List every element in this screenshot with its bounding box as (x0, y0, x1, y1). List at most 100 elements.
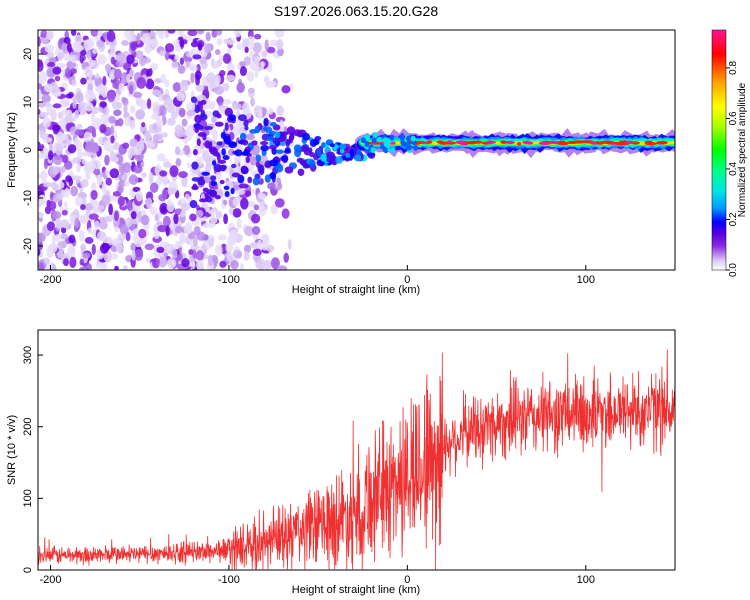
spectrogram-transition-blob (223, 185, 230, 190)
spectrogram-noise-blob (123, 265, 128, 270)
spectrogram-noise-blob (116, 242, 124, 254)
spectrogram-tone-peak (500, 140, 506, 144)
colorbar-tick-label: 0.0 (728, 263, 739, 277)
spectrogram-noise-blob (169, 165, 179, 178)
snr-x-tick-label: -100 (218, 574, 240, 586)
spectrogram-noise-blob (152, 133, 160, 145)
spectrogram-transition-blob (316, 148, 322, 157)
spectrogram-noise-blob (83, 66, 93, 77)
spectrogram-transition-blob (240, 165, 248, 173)
spectrogram-noise-blob (76, 161, 81, 173)
spectrogram-noise-blob (178, 107, 186, 118)
spectrogram-transition-blob (252, 177, 260, 186)
spectrogram-noise-blob (59, 233, 69, 240)
spectrogram-noise-blob (148, 68, 153, 77)
spectrogram-tone-peak (516, 142, 522, 146)
spectrogram-noise-blob (178, 171, 188, 179)
spectrogram-transition-blob (302, 164, 310, 169)
spectrogram-noise-blob (150, 114, 160, 120)
spectrogram-noise-blob (95, 85, 104, 93)
spectrogram-transition-blob (269, 159, 279, 167)
spectrogram-noise-blob (243, 244, 252, 253)
spectrogram-noise-blob (236, 43, 245, 50)
spectrogram-noise-blob (107, 91, 116, 103)
spectrogram-noise-blob (269, 39, 279, 47)
spectrogram-transition-blob (216, 113, 222, 119)
snr-y-label: SNR (10 * v/v) (6, 415, 18, 485)
spectrogram-transition-blob (228, 114, 237, 121)
snr-y-tick-label: 0 (22, 567, 34, 573)
spectrogram-transition-blob (265, 126, 273, 134)
spectrogram-noise-blob (44, 101, 51, 108)
spectrogram-transition-blob (321, 141, 326, 149)
spectrogram-noise-blob (46, 221, 55, 232)
spectrogram-noise-blob (44, 44, 54, 53)
spectrogram-tone-edge-blob (370, 147, 376, 154)
spectrogram-noise-blob (217, 234, 227, 241)
spectrogram-transition-blob (196, 138, 201, 147)
spectrogram-noise-blob (133, 165, 143, 174)
spectrogram-noise-blob (83, 39, 93, 51)
spectrogram-noise-blob (264, 77, 269, 84)
spectrogram-noise-blob (230, 260, 239, 270)
spectrogram-noise-blob (162, 215, 171, 228)
spectrogram-noise-blob (82, 252, 91, 259)
spectrogram-noise-blob (249, 40, 255, 50)
spectrogram-transition-blob (210, 180, 218, 186)
spectrogram-transition-blob (216, 141, 223, 146)
spectrogram-transition-blob (283, 149, 292, 154)
spectrogram-noise-blob (63, 160, 73, 170)
spectrogram-noise-blob (250, 213, 261, 224)
spectrogram-noise-blob (159, 50, 166, 57)
spectrogram-noise-blob (264, 39, 269, 52)
spectrogram-noise-blob (52, 124, 61, 132)
spectrogram-noise-blob (67, 144, 77, 154)
spectrogram-noise-blob (228, 206, 234, 215)
spectrogram-transition-blob (264, 174, 271, 183)
spectrogram-noise-blob (61, 209, 68, 216)
spectrogram-noise-blob (91, 207, 98, 214)
spectrogram-noise-blob (108, 72, 114, 79)
spectrogram-noise-blob (123, 103, 128, 114)
spectrogram-noise-blob (56, 193, 64, 200)
spectrogram-noise-blob (103, 139, 111, 152)
spectrogram-noise-blob (188, 248, 194, 256)
spectrogram-noise-blob (215, 210, 223, 219)
spectrogram-transition-blob (196, 125, 204, 130)
spectrogram-noise-blob (249, 61, 259, 71)
spectrogram-transition-blob (335, 156, 343, 164)
spectrogram-transition-blob (308, 147, 313, 153)
spectrogram-noise-blob (96, 40, 105, 48)
spectrogram-noise-blob (104, 154, 110, 166)
spectrogram-noise-blob (84, 141, 95, 153)
spectrogram-transition-blob (189, 200, 198, 209)
spectrogram-noise-blob (108, 116, 116, 124)
spectrogram-noise-blob (72, 157, 82, 164)
colorbar-gradient (711, 29, 727, 271)
spectrogram-noise-blob (94, 220, 100, 230)
spectrogram-transition-blob (204, 140, 211, 149)
colorbar-tick-label: 0.4 (728, 162, 739, 176)
spectrogram-noise-blob (84, 101, 94, 112)
spectrogram-transition-blob (354, 154, 362, 162)
spectrogram-noise-blob (260, 60, 265, 71)
spectrogram-noise-blob (95, 73, 100, 80)
spectrogram-transition-blob (200, 109, 206, 119)
spectrogram-noise-blob (176, 91, 186, 102)
spectrogram-y-tick-label: -10 (22, 190, 34, 206)
spectrogram-transition-blob (251, 140, 258, 146)
spectrogram-noise-blob (186, 162, 192, 169)
spectrogram-noise-blob (91, 243, 96, 256)
spectrogram-noise-blob (47, 62, 56, 68)
spectrogram-noise-blob (84, 202, 94, 211)
spectrogram-noise-blob (239, 66, 247, 77)
spectrogram-noise-blob (130, 242, 136, 251)
spectrogram-tone-edge-blob (399, 133, 405, 140)
spectrogram-noise-blob (160, 73, 167, 84)
spectrogram-noise-blob (185, 60, 190, 68)
spectrogram-noise-blob (190, 72, 195, 84)
spectrogram-noise-blob (195, 209, 204, 218)
spectrogram-noise-blob (90, 30, 99, 37)
spectrogram-noise-blob (72, 99, 77, 109)
spectrogram-noise-blob (38, 89, 42, 100)
